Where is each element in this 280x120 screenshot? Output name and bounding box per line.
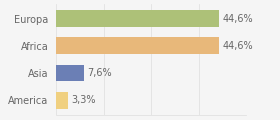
Text: 7,6%: 7,6% [87, 68, 111, 78]
Text: 44,6%: 44,6% [222, 41, 253, 51]
Bar [56, 10, 219, 27]
Bar [56, 37, 219, 54]
Bar [56, 65, 84, 81]
Bar [56, 92, 68, 109]
Text: 3,3%: 3,3% [71, 95, 95, 105]
Text: 44,6%: 44,6% [222, 14, 253, 24]
